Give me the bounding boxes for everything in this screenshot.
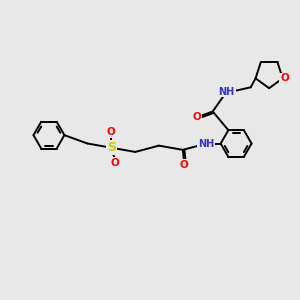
Text: NH: NH	[219, 86, 235, 97]
Text: NH: NH	[198, 139, 214, 148]
Text: O: O	[110, 158, 119, 168]
Text: O: O	[193, 112, 201, 122]
Text: O: O	[280, 73, 289, 83]
Text: O: O	[107, 127, 116, 137]
Text: S: S	[107, 141, 116, 154]
Text: O: O	[180, 160, 189, 170]
